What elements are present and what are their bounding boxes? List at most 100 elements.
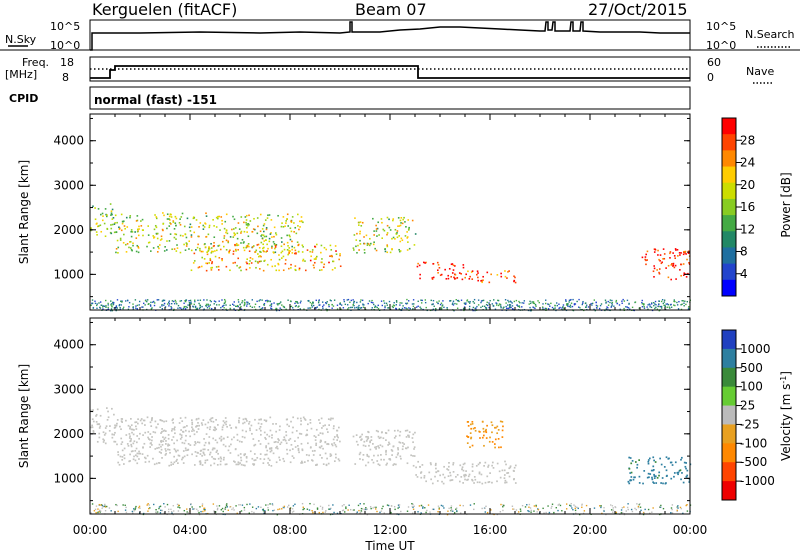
- power-cell: [201, 305, 203, 308]
- velocity-cell: [680, 507, 683, 510]
- velocity-cell: [92, 409, 94, 411]
- power-cell: [392, 304, 395, 306]
- power-cell: [172, 221, 175, 223]
- velocity-cell: [336, 435, 339, 438]
- power-cell: [233, 308, 235, 310]
- power-cell: [447, 277, 450, 280]
- power-cell: [94, 302, 97, 305]
- power-cell: [275, 308, 277, 311]
- power-cell: [158, 244, 161, 246]
- velocity-cell: [653, 459, 655, 462]
- velocity-cell: [385, 453, 387, 456]
- power-cell: [99, 213, 102, 216]
- velocity-cell: [333, 511, 335, 514]
- velocity-cell: [151, 436, 153, 438]
- power-cell: [161, 303, 163, 306]
- power-cell: [607, 307, 609, 309]
- velocity-cell: [170, 429, 173, 432]
- power-cell: [587, 306, 590, 308]
- power-cell: [118, 303, 121, 306]
- power-cell: [215, 226, 218, 228]
- power-cell: [631, 306, 634, 309]
- power-cell: [264, 219, 267, 221]
- velocity-cell: [221, 507, 224, 510]
- power-cell: [277, 303, 279, 305]
- velocity-cell: [502, 504, 504, 506]
- velocity-cell: [474, 478, 477, 481]
- power-cell: [533, 306, 535, 309]
- velocity-cell: [286, 452, 289, 455]
- velocity-cell: [505, 481, 508, 484]
- colorbar-segment: [722, 166, 736, 184]
- power-cell: [449, 300, 451, 302]
- power-cell: [375, 230, 378, 232]
- power-cell: [94, 218, 97, 221]
- velocity-cell: [317, 434, 320, 436]
- velocity-cell: [306, 429, 308, 432]
- power-cell: [185, 236, 188, 239]
- power-cell: [430, 299, 432, 302]
- power-cell: [660, 305, 663, 308]
- velocity-cell: [367, 431, 370, 434]
- velocity-cell: [573, 504, 575, 506]
- velocity-cell: [204, 509, 206, 511]
- power-cell: [113, 307, 116, 309]
- power-cell: [384, 305, 386, 307]
- power-cell: [384, 248, 387, 250]
- power-cell: [412, 308, 414, 310]
- velocity-cell: [236, 433, 239, 436]
- velocity-cell: [677, 471, 680, 474]
- power-cell: [485, 308, 488, 310]
- power-cell: [331, 307, 333, 309]
- velocity-cell: [242, 422, 244, 425]
- velocity-cell: [413, 446, 416, 449]
- power-cell: [126, 299, 129, 301]
- velocity-cell: [182, 462, 185, 464]
- power-cell: [654, 303, 656, 305]
- velocity-cell: [185, 449, 187, 452]
- velocity-cell: [210, 420, 213, 423]
- velocity-cell: [685, 504, 687, 507]
- power-cell: [209, 257, 212, 260]
- velocity-cell: [159, 505, 162, 507]
- power-cell: [262, 269, 265, 272]
- power-cell: [221, 223, 223, 225]
- power-cell: [196, 246, 199, 249]
- velocity-cell: [319, 439, 322, 442]
- power-cell: [417, 300, 419, 303]
- power-cell: [611, 299, 613, 302]
- power-cell: [126, 226, 129, 228]
- power-cell: [511, 308, 514, 310]
- velocity-cell: [481, 436, 484, 439]
- power-cell: [447, 274, 450, 277]
- power-cell: [312, 302, 314, 304]
- velocity-cell: [245, 455, 248, 458]
- power-cell: [406, 237, 409, 239]
- power-cell: [663, 304, 665, 307]
- power-cell: [674, 257, 677, 260]
- velocity-cell: [412, 433, 415, 436]
- power-cell: [529, 309, 532, 312]
- power-cell: [198, 302, 200, 305]
- velocity-cell: [375, 448, 377, 450]
- power-cell: [262, 249, 265, 252]
- velocity-cell: [581, 506, 583, 509]
- velocity-cell: [130, 438, 132, 440]
- velocity-cell: [547, 505, 549, 507]
- velocity-cell: [117, 453, 120, 456]
- velocity-cell: [433, 508, 435, 511]
- velocity-cell: [272, 423, 274, 425]
- velocity-cell: [200, 422, 203, 424]
- power-cell: [189, 299, 192, 302]
- power-cell: [653, 251, 656, 253]
- velocity-cell: [116, 504, 118, 507]
- velocity-cell: [237, 454, 240, 457]
- velocity-cell: [259, 458, 262, 460]
- power-cell: [467, 270, 469, 273]
- velocity-cell: [234, 448, 237, 451]
- power-cell: [481, 305, 484, 307]
- power-cell: [253, 217, 255, 220]
- velocity-cell: [160, 432, 162, 434]
- power-cell: [656, 308, 659, 310]
- velocity-cell: [101, 504, 103, 507]
